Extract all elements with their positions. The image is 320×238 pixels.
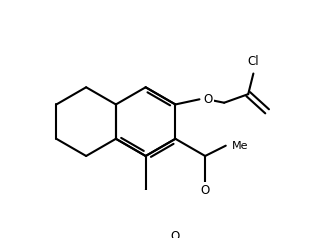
Text: Me: Me xyxy=(232,141,248,151)
Text: O: O xyxy=(204,93,213,106)
Text: O: O xyxy=(201,184,210,197)
Text: Cl: Cl xyxy=(248,55,259,68)
Text: O: O xyxy=(171,229,180,238)
